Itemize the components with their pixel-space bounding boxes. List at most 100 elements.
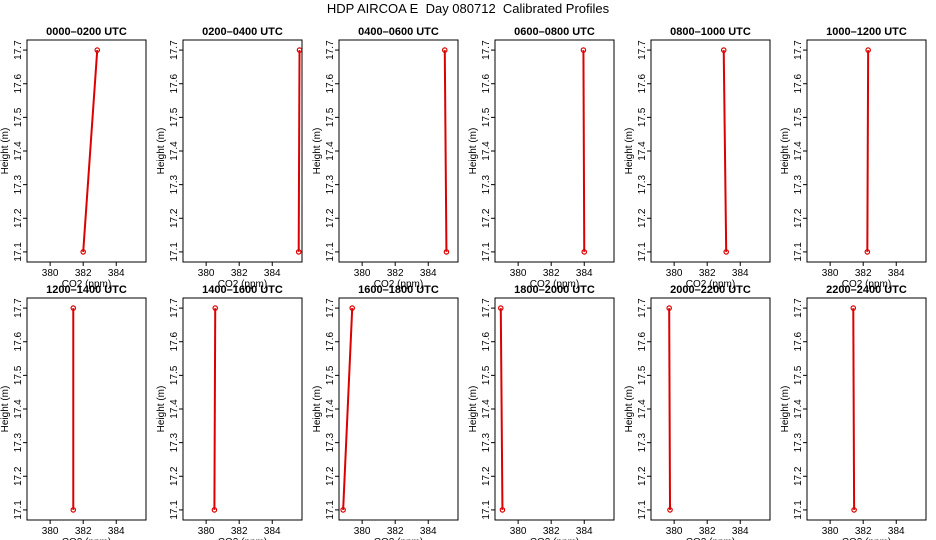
profile-point xyxy=(70,507,77,513)
y-tick-label: 17.4 xyxy=(793,399,804,419)
y-tick-label: 17.7 xyxy=(793,40,804,60)
y-tick-label: 17.1 xyxy=(13,500,24,520)
x-tick-label: 380 xyxy=(510,268,527,279)
profile-line xyxy=(443,50,448,252)
y-axis-label: Height (m) xyxy=(780,128,791,175)
y-tick-label: 17.4 xyxy=(13,399,24,419)
x-tick-label: 384 xyxy=(420,268,437,279)
y-tick-label: 17.1 xyxy=(169,242,180,262)
profile-point xyxy=(723,249,730,255)
plot-title: 2200–2400 UTC xyxy=(826,284,907,296)
profile-point xyxy=(499,507,506,513)
y-tick-label: 17.2 xyxy=(637,466,648,486)
y-tick-label: 17.6 xyxy=(169,74,180,94)
profile-line xyxy=(82,50,99,252)
profile-point xyxy=(864,249,871,255)
y-tick-label: 17.6 xyxy=(325,74,336,94)
profile-point xyxy=(850,305,857,311)
x-axis-label: CO2 (ppm) xyxy=(686,279,735,290)
page-title: HDP AIRCOA E Day 080712 Calibrated Profi… xyxy=(326,1,610,16)
x-tick-label: 382 xyxy=(387,268,404,279)
y-tick-label: 17.7 xyxy=(325,40,336,60)
y-tick-label: 17.5 xyxy=(13,107,24,127)
y-tick-label: 17.6 xyxy=(793,74,804,94)
profile-line xyxy=(342,308,354,510)
x-tick-label: 380 xyxy=(666,526,683,537)
y-axis-label: Height (m) xyxy=(780,386,791,433)
x-tick-label: 384 xyxy=(576,268,593,279)
y-tick-label: 17.6 xyxy=(169,332,180,352)
y-tick-label: 17.6 xyxy=(481,74,492,94)
y-tick-label: 17.4 xyxy=(481,141,492,161)
y-tick-label: 17.7 xyxy=(637,40,648,60)
plot-title: 0200–0400 UTC xyxy=(202,26,283,38)
x-tick-label: 384 xyxy=(108,268,125,279)
x-axis-label: CO2 (ppm) xyxy=(530,537,579,540)
y-tick-label: 17.2 xyxy=(169,466,180,486)
profile-point xyxy=(295,249,302,255)
plot-frame xyxy=(26,39,147,263)
profile-point xyxy=(865,47,871,53)
x-axis-label: CO2 (ppm) xyxy=(842,279,891,290)
x-axis-label: CO2 (ppm) xyxy=(218,537,267,540)
plot-title: 0800–1000 UTC xyxy=(670,26,751,38)
x-tick-label: 384 xyxy=(420,526,437,537)
plot-title: 1000–1200 UTC xyxy=(826,26,907,38)
x-tick-label: 382 xyxy=(231,526,248,537)
y-tick-label: 17.6 xyxy=(793,332,804,352)
plot-frame xyxy=(26,297,147,521)
x-tick-label: 380 xyxy=(354,268,371,279)
y-tick-label: 17.7 xyxy=(637,298,648,318)
plot-title: 0000–0200 UTC xyxy=(46,26,127,38)
x-tick-label: 382 xyxy=(543,526,560,537)
profile-point xyxy=(851,507,857,513)
x-tick-label: 380 xyxy=(198,526,215,537)
y-tick-label: 17.3 xyxy=(637,174,648,194)
profile-point xyxy=(212,305,219,311)
y-tick-label: 17.2 xyxy=(637,208,648,228)
y-tick-label: 17.3 xyxy=(481,174,492,194)
y-axis-label: Height (m) xyxy=(624,386,635,433)
y-tick-label: 17.5 xyxy=(481,107,492,127)
y-tick-label: 17.1 xyxy=(793,500,804,520)
x-tick-label: 380 xyxy=(42,526,59,537)
profile-line xyxy=(722,50,728,252)
y-tick-label: 17.4 xyxy=(325,399,336,419)
x-tick-label: 384 xyxy=(264,526,281,537)
y-tick-label: 17.5 xyxy=(169,365,180,385)
profile-line xyxy=(213,308,217,510)
y-tick-label: 17.1 xyxy=(325,242,336,262)
x-axis-label: CO2 (ppm) xyxy=(530,279,579,290)
x-tick-label: 384 xyxy=(108,526,125,537)
y-tick-label: 17.4 xyxy=(325,141,336,161)
profile-point xyxy=(497,305,504,311)
y-tick-label: 17.4 xyxy=(637,141,648,161)
y-tick-label: 17.7 xyxy=(13,298,24,318)
x-tick-label: 382 xyxy=(855,526,872,537)
x-axis-label: CO2 (ppm) xyxy=(374,279,423,290)
plot-title: 0600–0800 UTC xyxy=(514,26,595,38)
y-tick-label: 17.1 xyxy=(169,500,180,520)
y-tick-label: 17.2 xyxy=(13,466,24,486)
plot-frame xyxy=(182,297,303,521)
y-tick-label: 17.7 xyxy=(169,298,180,318)
x-tick-label: 382 xyxy=(231,268,248,279)
x-tick-label: 384 xyxy=(264,268,281,279)
plot-title: 1400–1600 UTC xyxy=(202,284,283,296)
plot-title: 1800–2000 UTC xyxy=(514,284,595,296)
plot-title: 1200–1400 UTC xyxy=(46,284,127,296)
y-tick-label: 17.4 xyxy=(169,141,180,161)
x-tick-label: 384 xyxy=(732,526,749,537)
y-axis-label: Height (m) xyxy=(468,128,479,175)
plot-title: 1600–1800 UTC xyxy=(358,284,439,296)
y-tick-label: 17.6 xyxy=(13,74,24,94)
x-axis-label: CO2 (ppm) xyxy=(686,537,735,540)
y-tick-label: 17.2 xyxy=(13,208,24,228)
x-tick-label: 382 xyxy=(699,526,716,537)
y-tick-label: 17.7 xyxy=(481,298,492,318)
plot-frame xyxy=(338,297,459,521)
y-tick-label: 17.7 xyxy=(793,298,804,318)
plot-frame xyxy=(650,39,771,263)
y-tick-label: 17.3 xyxy=(13,432,24,452)
